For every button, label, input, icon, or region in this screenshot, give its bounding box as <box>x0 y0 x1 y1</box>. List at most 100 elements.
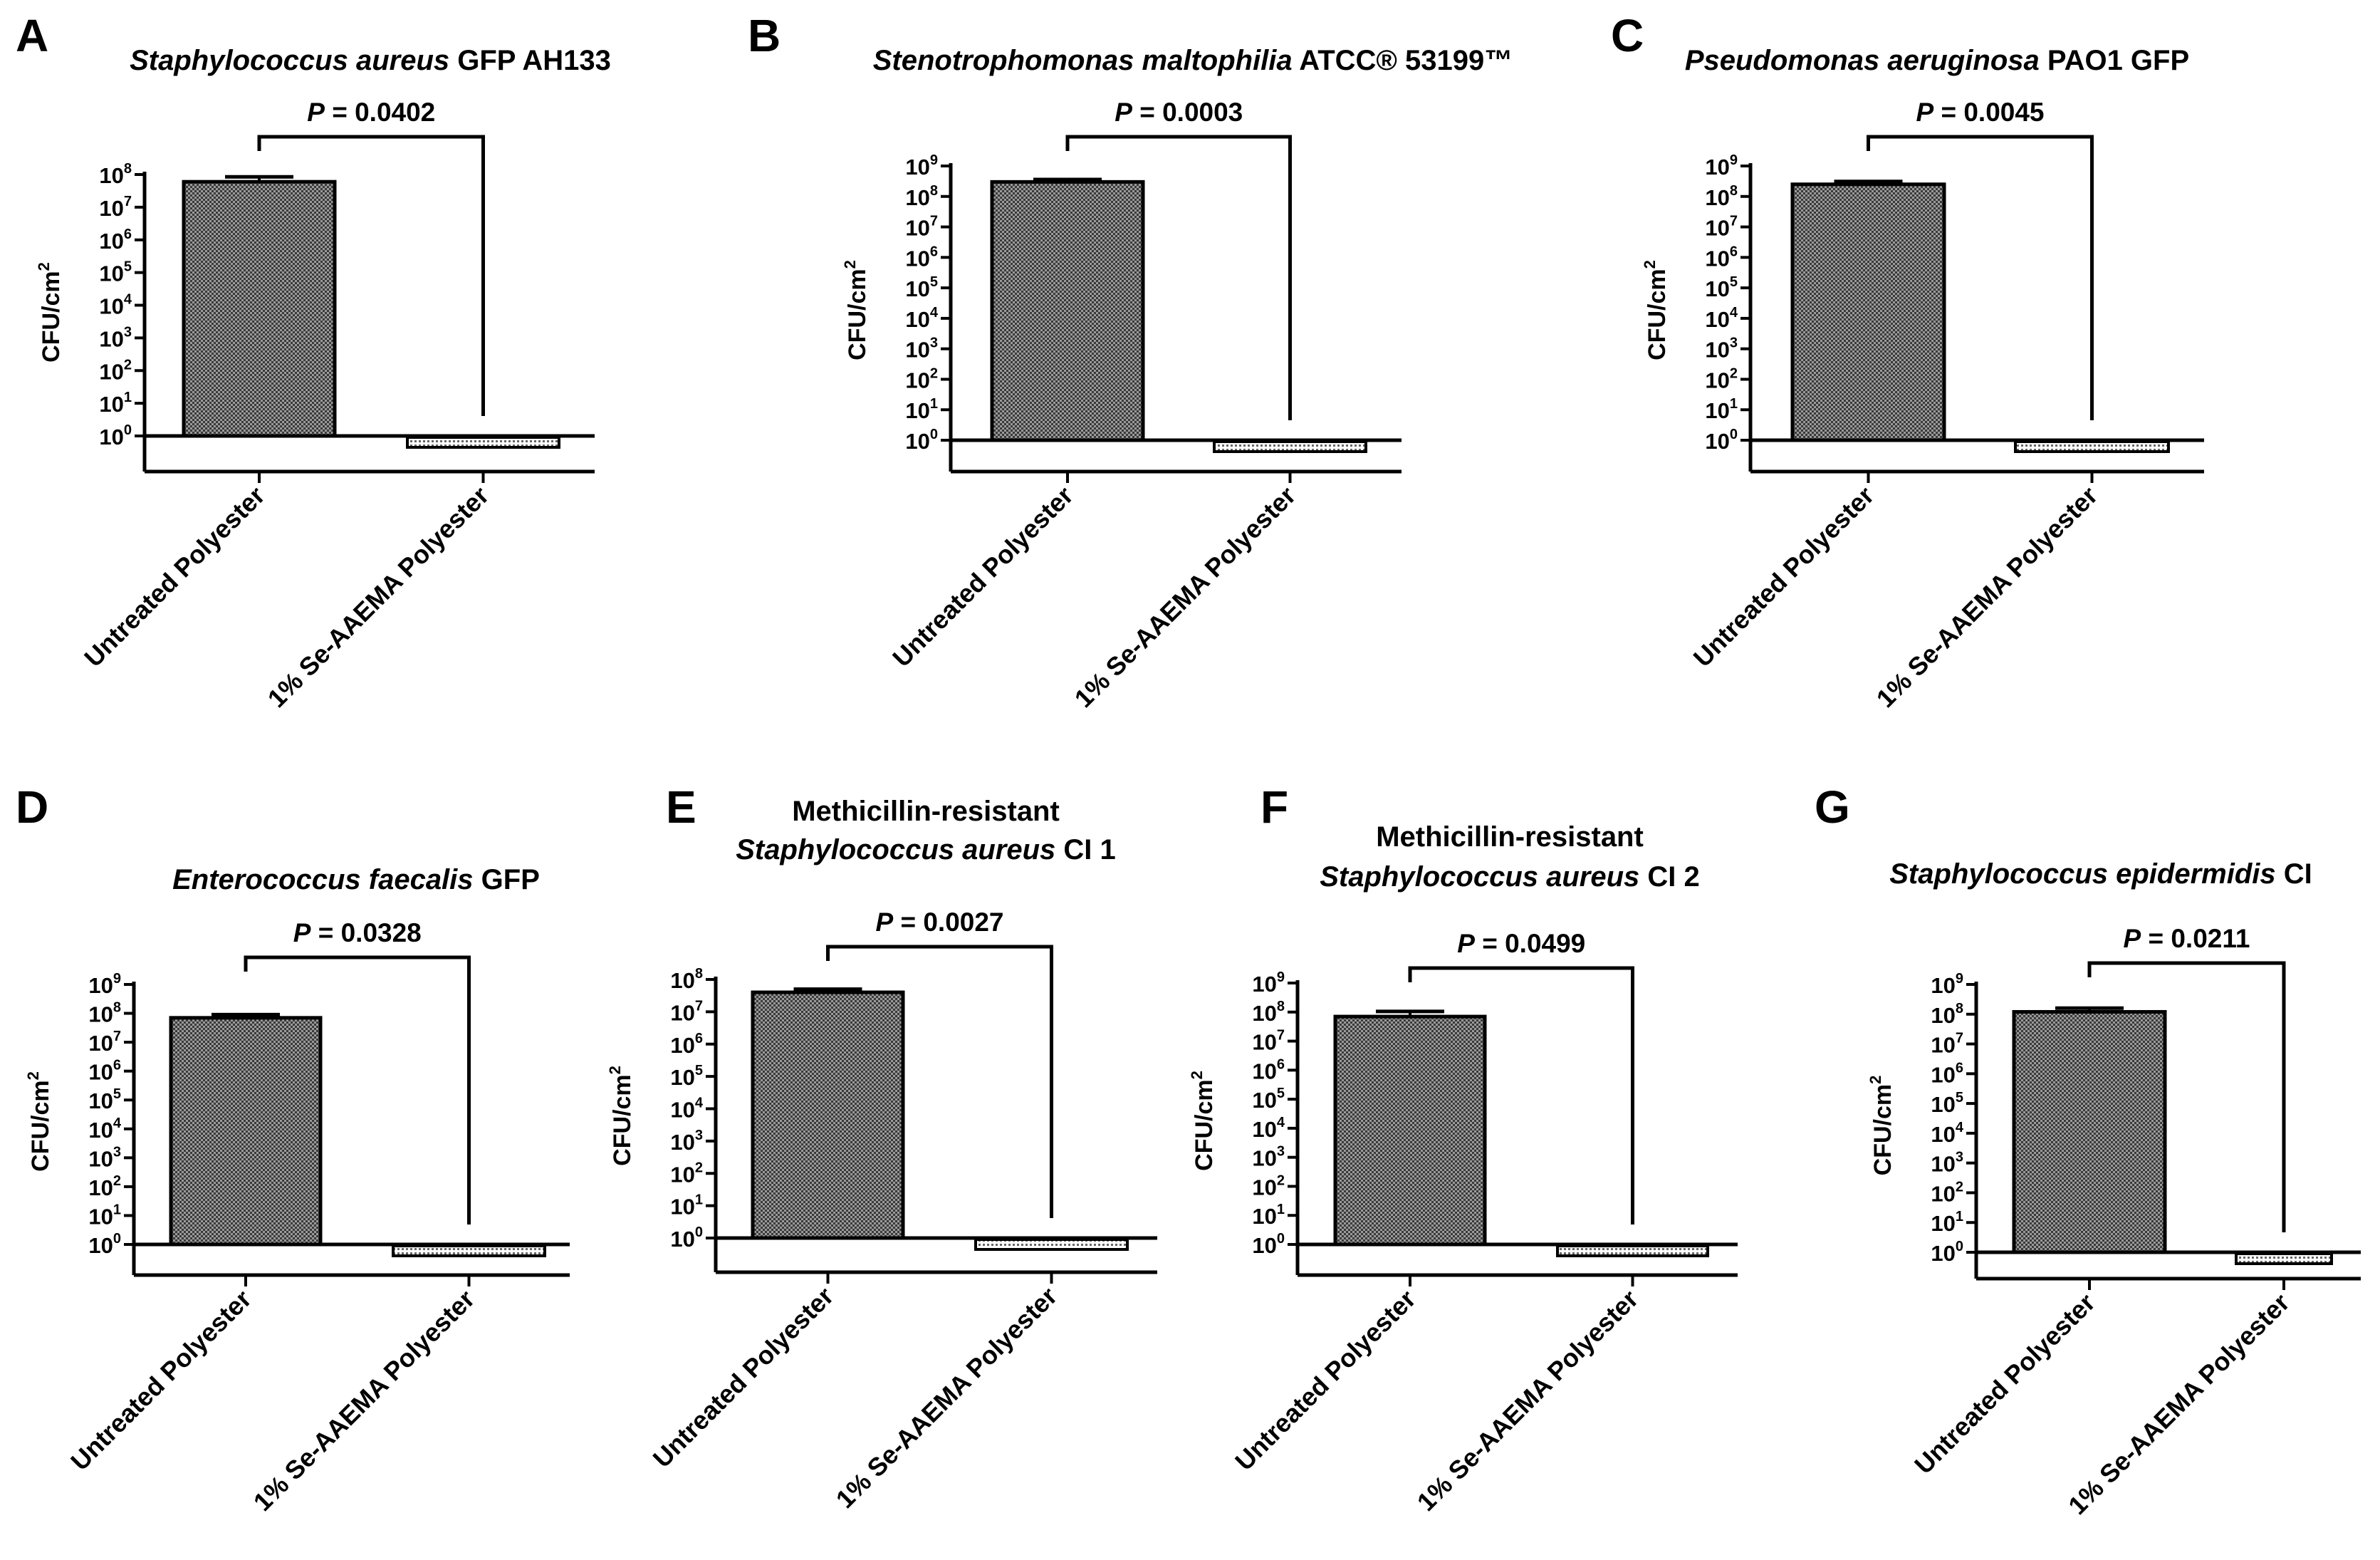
y-tick-label: 106 <box>905 244 938 271</box>
category-label: Untreated Polyester <box>78 481 270 672</box>
category-label: Untreated Polyester <box>1688 481 1879 672</box>
chart-title: Staphylococcus epidermidis CI <box>1889 858 2312 890</box>
y-tick-label: 109 <box>1252 969 1285 997</box>
chart-title: Pseudomonas aeruginosa PAO1 GFP <box>1685 45 2189 76</box>
y-tick-label: 106 <box>1705 244 1738 271</box>
y-axis-label: CFU/cm2 <box>35 262 65 363</box>
p-value: P = 0.0003 <box>1115 98 1243 127</box>
chart-panel-e: E Methicillin-resistant Staphylococcus aur… <box>606 781 1157 1514</box>
category-label: 1% Se-AAEMA Polyester <box>1411 1284 1644 1517</box>
p-value: P = 0.0499 <box>1457 929 1585 958</box>
y-tick-label: 100 <box>1252 1231 1285 1258</box>
y-tick-label: 103 <box>1252 1144 1285 1171</box>
bar-untreated <box>1333 1014 1487 1247</box>
y-tick-label: 108 <box>1931 1001 1963 1028</box>
panel-letter: B <box>748 10 781 61</box>
y-tick-label: 107 <box>1252 1028 1285 1055</box>
y-tick-label: 103 <box>905 336 938 363</box>
significance-bracket <box>257 135 485 416</box>
bar-untreated <box>169 1016 323 1247</box>
y-tick-label: 107 <box>1931 1031 1963 1058</box>
panel-letter: G <box>1815 781 1850 833</box>
y-tick-label: 101 <box>1705 396 1738 423</box>
chart-panel-c: C Pseudomonas aeruginosa PAO1 GFP 100 101 10… <box>1611 10 2204 713</box>
significance-bracket <box>1867 135 2094 420</box>
y-tick-label: 109 <box>905 152 938 180</box>
category-label: Untreated Polyester <box>887 481 1078 672</box>
bar-treated <box>974 1238 1129 1251</box>
chart-panel-f: F Methicillin-resistant Staphylococcus aur… <box>1188 781 1738 1517</box>
panel-letter: F <box>1261 781 1288 833</box>
bar-treated <box>2235 1252 2333 1265</box>
category-label: Untreated Polyester <box>1909 1288 2100 1480</box>
panel-letter: A <box>16 10 48 61</box>
bar-treated <box>406 436 560 449</box>
p-value: P = 0.0402 <box>307 98 435 127</box>
bar-treated <box>1556 1244 1709 1257</box>
y-tick-label: 109 <box>88 971 121 998</box>
bar-untreated <box>2012 1009 2167 1254</box>
y-tick-label: 105 <box>670 1063 703 1090</box>
y-tick-label: 107 <box>88 1029 121 1056</box>
y-tick-label: 101 <box>88 1202 121 1229</box>
y-tick-label: 109 <box>1931 971 1963 998</box>
y-tick-label: 100 <box>99 422 132 449</box>
y-tick-label: 101 <box>1931 1209 1963 1236</box>
y-tick-label: 100 <box>670 1224 703 1252</box>
y-axis-label: CFU/cm2 <box>1641 260 1671 360</box>
y-tick-label: 105 <box>1931 1090 1963 1117</box>
bar-untreated <box>1790 182 1946 442</box>
y-tick-label: 105 <box>905 274 938 301</box>
significance-bracket <box>244 955 471 1224</box>
y-tick-label: 103 <box>1931 1150 1963 1177</box>
bar-untreated <box>990 180 1145 442</box>
y-tick-label: 108 <box>1252 999 1285 1026</box>
bar-treated <box>2014 440 2170 453</box>
y-tick-label: 102 <box>670 1160 703 1187</box>
y-tick-label: 106 <box>88 1058 121 1085</box>
chart-title: Enterococcus faecalis GFP <box>172 864 540 895</box>
p-value: P = 0.0027 <box>875 908 1003 937</box>
y-tick-label: 106 <box>1931 1060 1963 1087</box>
y-tick-label: 104 <box>1931 1120 1963 1147</box>
category-label: Untreated Polyester <box>1229 1284 1421 1476</box>
chart-title: Methicillin-resistant <box>1376 821 1644 853</box>
y-tick-label: 109 <box>1705 152 1738 180</box>
y-tick-label: 108 <box>88 1000 121 1027</box>
y-tick-label: 108 <box>1705 183 1738 210</box>
y-tick-label: 105 <box>99 259 132 286</box>
y-tick-label: 102 <box>99 357 132 384</box>
y-tick-label: 106 <box>1252 1056 1285 1083</box>
panel-letter: E <box>666 781 696 833</box>
y-tick-label: 108 <box>670 966 703 993</box>
y-tick-label: 100 <box>88 1231 121 1258</box>
category-label: 1% Se-AAEMA Polyester <box>248 1284 481 1517</box>
chart-title: Staphylococcus aureus GFP AH133 <box>130 45 611 76</box>
y-axis-label: CFU/cm2 <box>1867 1076 1896 1176</box>
y-tick-label: 104 <box>905 305 938 332</box>
y-tick-label: 106 <box>99 227 132 254</box>
y-tick-label: 102 <box>1705 365 1738 392</box>
category-label: 1% Se-AAEMA Polyester <box>1871 481 2104 714</box>
chart-panel-b: B Stenotrophomonas maltophilia ATCC® 5319… <box>748 10 1513 713</box>
y-axis-label: CFU/cm2 <box>24 1071 54 1172</box>
y-tick-label: 103 <box>1705 336 1738 363</box>
y-tick-label: 102 <box>1252 1172 1285 1200</box>
y-tick-label: 105 <box>1252 1086 1285 1113</box>
panel-letter: D <box>16 781 48 833</box>
y-tick-label: 102 <box>88 1173 121 1200</box>
chart-title: Stenotrophomonas maltophilia ATCC® 53199… <box>873 45 1513 76</box>
p-value: P = 0.0045 <box>1916 98 2044 127</box>
y-tick-label: 108 <box>905 183 938 210</box>
y-tick-label: 105 <box>1705 274 1738 301</box>
y-tick-label: 103 <box>99 324 132 351</box>
y-tick-label: 101 <box>99 390 132 417</box>
y-tick-label: 105 <box>88 1086 121 1113</box>
category-label: 1% Se-AAEMA Polyester <box>1069 481 1302 714</box>
bar-untreated <box>182 180 337 438</box>
chart-panel-a: A Staphylococcus aureus GFP AH133 100 101 10… <box>16 10 611 713</box>
y-tick-label: 104 <box>1252 1115 1285 1142</box>
